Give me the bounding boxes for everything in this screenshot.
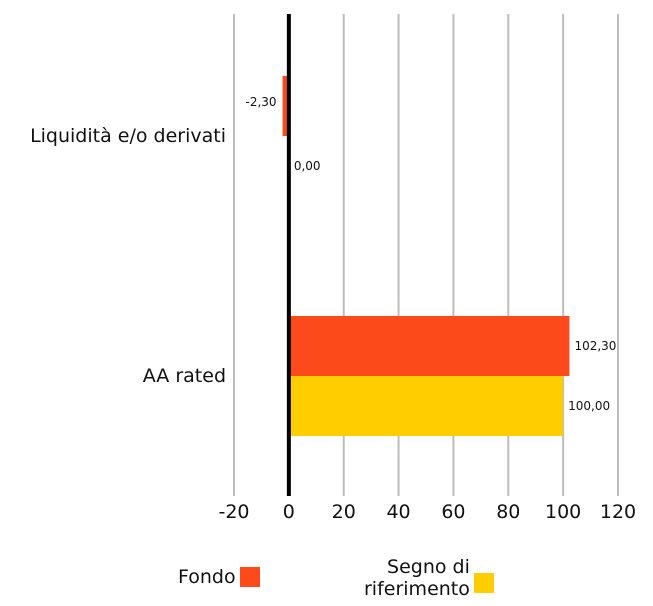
legend-item-segno: Segno di riferimento [364, 556, 494, 600]
gridlines [233, 14, 619, 496]
bar-fondo-1 [288, 316, 570, 376]
legend-swatch-segno [473, 573, 494, 593]
x-tick-labels: -20 0 20 40 60 80 100 120 [218, 501, 636, 523]
legend-label-fondo: Fondo [178, 566, 236, 588]
bars [282, 76, 570, 436]
legend: Fondo Segno di riferimento [0, 556, 653, 606]
legend-label-segno-line1: Segno di [387, 556, 470, 578]
bar-fondo-0 [282, 76, 289, 136]
x-tick-label: 40 [386, 501, 410, 523]
bar-segno-1 [288, 376, 564, 436]
legend-label-segno-line2: riferimento [364, 578, 470, 600]
data-labels: -2,30 0,00 102,30 100,00 [245, 95, 616, 413]
x-tick-label: 0 [283, 501, 295, 523]
data-label-fondo-1: 102,30 [574, 339, 616, 353]
x-tick-label: 80 [496, 501, 520, 523]
legend-swatch-fondo [239, 567, 260, 587]
data-label-segno-0: 0,00 [294, 159, 321, 173]
x-tick-label: 20 [332, 501, 356, 523]
x-tick-label: 100 [545, 501, 581, 523]
legend-label-segno: Segno di riferimento [364, 556, 470, 600]
x-tick-label: 120 [600, 501, 636, 523]
legend-item-fondo: Fondo [178, 566, 260, 588]
category-label-1: AA rated [143, 365, 226, 387]
x-tick-label: 60 [441, 501, 465, 523]
data-label-fondo-0: -2,30 [245, 95, 276, 109]
category-label-0: Liquidità e/o derivati [30, 125, 226, 147]
data-label-segno-1: 100,00 [568, 399, 610, 413]
bar-chart: Liquidità e/o derivati AA rated -2,30 0,00… [30, 14, 636, 523]
x-tick-label: -20 [218, 501, 249, 523]
category-labels: Liquidità e/o derivati AA rated [30, 125, 226, 387]
